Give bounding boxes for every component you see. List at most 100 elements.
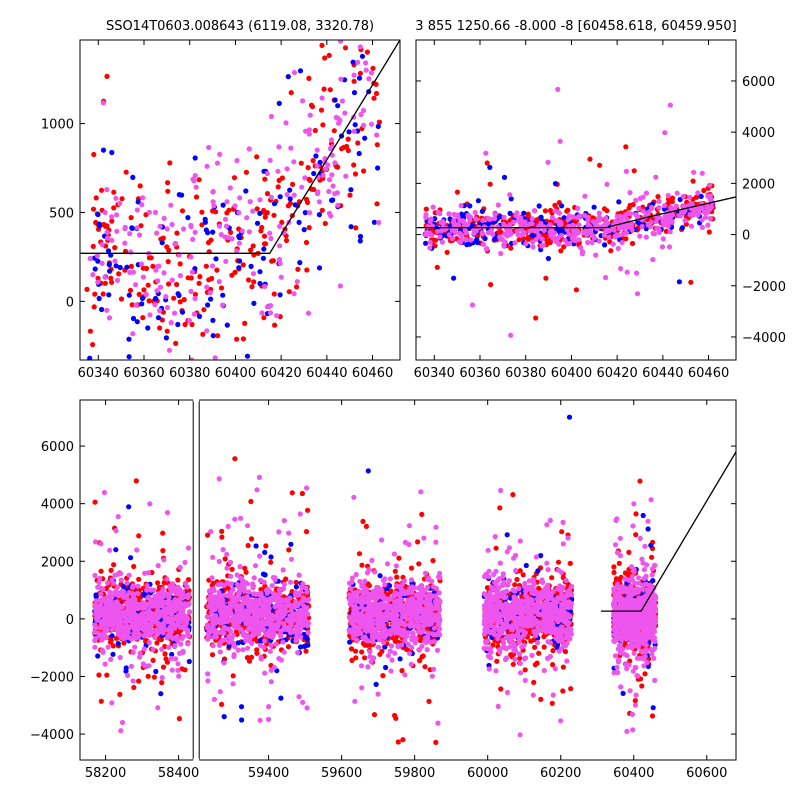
data-point (304, 267, 309, 272)
data-point (101, 100, 106, 105)
y-tick-label: 500 (49, 206, 74, 221)
data-point (300, 98, 305, 103)
data-point (653, 175, 658, 180)
data-point (473, 216, 478, 221)
data-point (644, 235, 649, 240)
data-point (161, 270, 166, 275)
data-point (226, 208, 231, 213)
points-layer (84, 39, 382, 363)
data-point (322, 87, 327, 92)
data-point (261, 572, 266, 577)
data-point (234, 337, 239, 342)
data-point (585, 240, 590, 245)
data-point (174, 231, 179, 236)
data-point (365, 50, 370, 55)
data-point (559, 529, 564, 534)
data-point (521, 572, 526, 577)
data-point (315, 163, 320, 168)
data-point (641, 513, 646, 518)
data-point (286, 547, 291, 552)
data-point (257, 269, 262, 274)
data-point (288, 580, 293, 585)
data-point (209, 276, 214, 281)
data-point (284, 238, 289, 243)
data-point (508, 211, 513, 216)
data-point (574, 215, 579, 220)
data-point (188, 254, 193, 259)
data-point (562, 238, 567, 243)
x-tick-label: 60400 (215, 366, 256, 381)
data-point (496, 202, 501, 207)
data-point (306, 165, 311, 170)
data-point (119, 196, 124, 201)
data-point (103, 210, 108, 215)
data-point (604, 182, 609, 187)
data-point (117, 692, 122, 697)
data-point (276, 184, 281, 189)
data-point (193, 296, 198, 301)
data-point (494, 659, 499, 664)
data-point (514, 210, 519, 215)
data-point (88, 256, 93, 261)
data-point (155, 264, 160, 269)
data-point (358, 44, 363, 49)
data-point (467, 218, 472, 223)
data-point (587, 157, 592, 162)
data-point (488, 217, 493, 222)
data-point (241, 336, 246, 341)
data-point (237, 235, 242, 240)
data-point (109, 238, 114, 243)
data-point (484, 247, 489, 252)
data-point (546, 256, 551, 261)
data-point (476, 198, 481, 203)
data-point (257, 211, 262, 216)
data-point (626, 550, 631, 555)
data-point (203, 220, 208, 225)
data-point (224, 566, 229, 571)
data-point (124, 170, 129, 175)
data-point (122, 241, 127, 246)
data-point (268, 236, 273, 241)
data-point (92, 500, 97, 505)
data-point (649, 205, 654, 210)
data-point (261, 256, 266, 261)
data-point (275, 169, 280, 174)
data-point (147, 298, 152, 303)
data-point (465, 213, 470, 218)
data-point (566, 217, 571, 222)
data-point (136, 533, 141, 538)
data-point (348, 586, 353, 591)
data-point (101, 148, 106, 153)
data-point (656, 205, 661, 210)
data-point (232, 175, 237, 180)
data-point (208, 529, 213, 534)
data-point (130, 175, 135, 180)
data-point (333, 97, 338, 102)
data-point (272, 291, 277, 296)
data-point (268, 560, 273, 565)
data-point (627, 190, 632, 195)
data-point (332, 128, 337, 133)
data-point (139, 261, 144, 266)
data-point (483, 151, 488, 156)
data-point (467, 203, 472, 208)
data-point (137, 232, 142, 237)
data-point (497, 505, 502, 510)
data-point (108, 276, 113, 281)
data-point (105, 580, 110, 585)
data-point (269, 259, 274, 264)
data-point (211, 333, 216, 338)
data-point (219, 232, 224, 237)
data-point (349, 224, 354, 229)
data-point (243, 188, 248, 193)
data-point (230, 567, 235, 572)
data-point (263, 241, 268, 246)
data-point (530, 244, 535, 249)
data-point (635, 291, 640, 296)
data-point (343, 174, 348, 179)
data-point (374, 201, 379, 206)
data-point (512, 582, 517, 587)
data-point (258, 228, 263, 233)
